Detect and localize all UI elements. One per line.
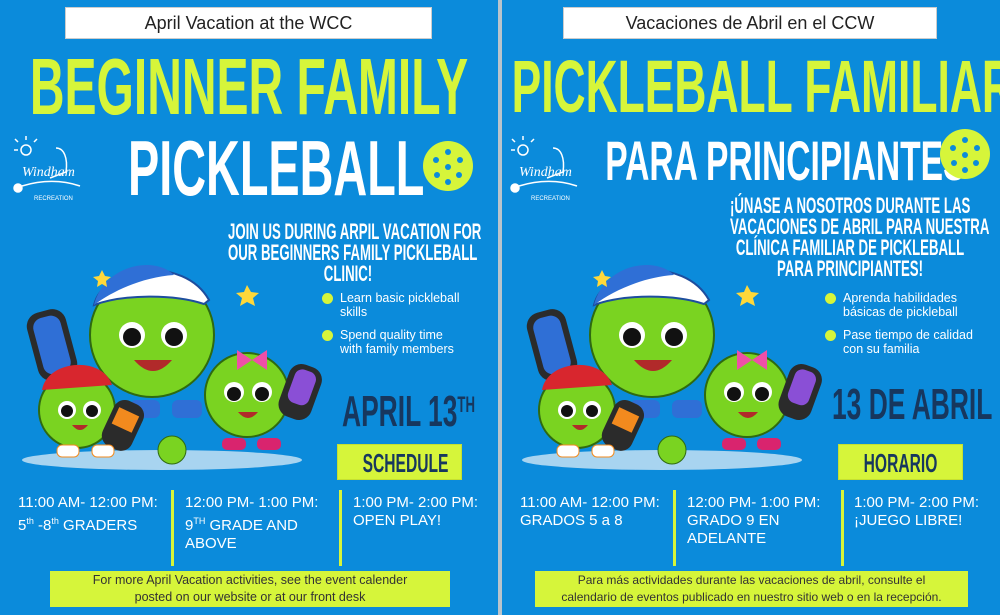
footer-note: Para más actividades durante las vacacio… [535, 571, 968, 607]
join-text: JOIN US DURING ARPIL VACATION FOR OUR BE… [148, 219, 498, 286]
join-line: OUR BEGINNERS FAMILY PICKLEBALL [228, 240, 478, 265]
schedule-slot-3: 1:00 PM- 2:00 PM: ¡JUEGO LIBRE! [854, 494, 980, 529]
join-line: PARA PRINCIPIANTES! [777, 256, 923, 281]
join-line: JOIN US DURING ARPIL VACATION FOR [228, 219, 482, 244]
bullet-list: Aprenda habilidades básicas de picklebal… [825, 291, 975, 365]
divider [673, 490, 676, 566]
title-line2: PARA PRINCIPIANTES [605, 129, 966, 192]
join-line: CLÍNICA FAMILIAR DE PICKLEBALL [735, 235, 965, 260]
schedule-slot-3: 1:00 PM- 2:00 PM: OPEN PLAY! [353, 494, 479, 529]
join-line: ¡ÚNASE A NOSOTROS DURANTE LAS [730, 193, 971, 218]
title-line1: BEGINNER FAMILY [29, 42, 469, 131]
event-date: 13 DE ABRIL [832, 380, 993, 429]
schedule-slot-2: 12:00 PM- 1:00 PM: GRADO 9 EN ADELANTE [687, 494, 821, 547]
svg-text:Windham: Windham [22, 165, 75, 180]
schedule-slot-2: 12:00 PM- 1:00 PM: 9TH GRADE AND ABOVE [185, 494, 319, 552]
svg-text:RECREATION: RECREATION [531, 196, 570, 202]
title-line2: PICKLEBALL [128, 124, 425, 212]
top-banner: April Vacation at the WCC [65, 7, 432, 39]
top-banner: Vacaciones de Abril en el CCW [563, 7, 937, 39]
join-text: ¡ÚNASE A NOSOTROS DURANTE LAS VACACIONES… [650, 193, 1000, 281]
pickleball-family-illustration [22, 264, 322, 470]
footer-note: For more April Vacation activities, see … [50, 571, 450, 607]
pickleball-icon [423, 141, 473, 191]
divider [171, 490, 174, 566]
english-flyer: April Vacation at the WCC BEGINNER FAMIL… [0, 0, 498, 615]
join-line: VACACIONES DE ABRIL PARA NUESTRA [730, 214, 990, 239]
bullet-item: Aprenda habilidades básicas de picklebal… [825, 291, 975, 319]
bullet-item: Pase tiempo de calidad con su familia [825, 328, 975, 356]
svg-text:Windham: Windham [519, 165, 572, 180]
divider [339, 490, 342, 566]
windham-recreation-logo: Windham RECREATION [13, 135, 81, 202]
svg-text:RECREATION: RECREATION [34, 196, 73, 202]
windham-recreation-logo: Windham RECREATION [510, 135, 578, 202]
spanish-flyer: Vacaciones de Abril en el CCW PICKLEBALL… [502, 0, 1000, 615]
event-date: APRIL 13TH [342, 387, 476, 436]
bullet-item: Spend quality time with family members [322, 328, 462, 356]
join-line: CLINIC! [323, 261, 373, 286]
schedule-slot-1: 11:00 AM- 12:00 PM: 5th -8th GRADERS [18, 494, 158, 534]
title-line1: PICKLEBALL FAMILIAR [511, 45, 1000, 128]
schedule-label: SCHEDULE [337, 444, 462, 480]
schedule-label: HORARIO [838, 444, 963, 480]
pickleball-family-illustration [522, 264, 822, 470]
pickleball-icon [940, 129, 990, 179]
schedule-slot-1: 11:00 AM- 12:00 PM: GRADOS 5 a 8 [520, 494, 660, 529]
bullet-list: Learn basic pickleball skills Spend qual… [322, 291, 462, 365]
divider [841, 490, 844, 566]
bullet-item: Learn basic pickleball skills [322, 291, 462, 319]
